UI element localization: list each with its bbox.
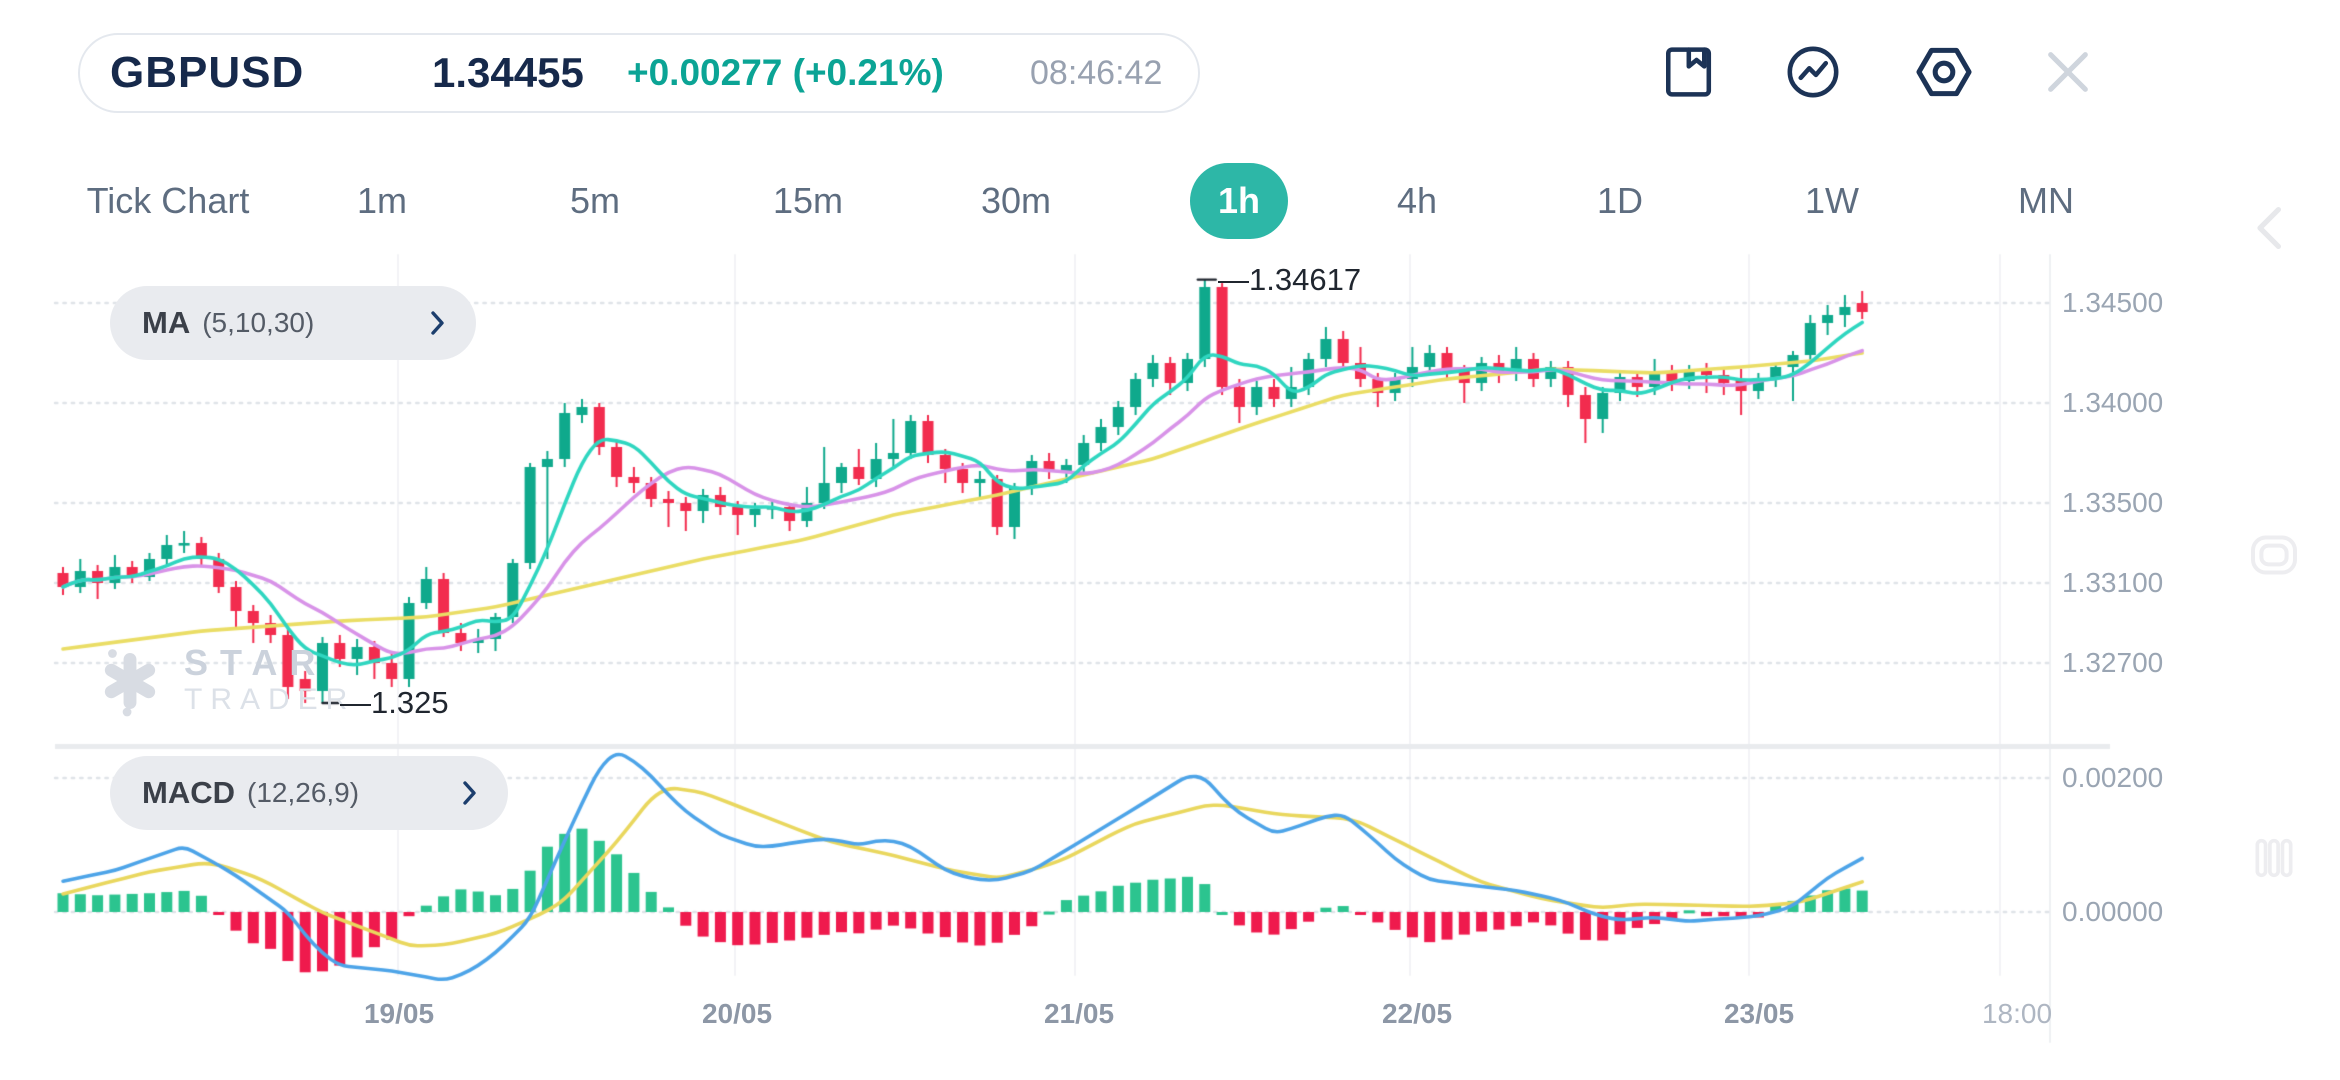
time-tick-label: 23/05: [1723, 998, 1795, 1029]
price-tick-label: 1.32700: [2062, 647, 2164, 678]
macd-label: MACD: [142, 775, 235, 810]
last-price: 1.34455: [432, 49, 584, 96]
ma-params: (5,10,30): [202, 307, 315, 338]
price-tick-label: 1.33500: [2062, 487, 2164, 518]
timeframe-tab-bar: Tick Chart 1m 5m 15m 30m 1h 4h 1D 1W MN: [0, 163, 2340, 239]
time-tick-label: 21/05: [1043, 998, 1115, 1029]
macd-tick-label: 0.00200: [2062, 762, 2164, 793]
tab-tick-chart[interactable]: Tick Chart: [86, 180, 250, 221]
price-tick-label: 1.33100: [2062, 567, 2164, 598]
time-tick-label: 18:00: [1981, 998, 2053, 1029]
macd-tick-label: 0.00000: [2062, 896, 2164, 927]
vertical-bars-icon[interactable]: [2248, 832, 2300, 884]
bookmark-icon[interactable]: [1656, 40, 1720, 104]
macd-params: (12,26,9): [247, 777, 360, 808]
tab-30m[interactable]: 30m: [980, 180, 1052, 221]
low-price-annotation: —1.325: [340, 685, 449, 720]
time-tick-label: 20/05: [701, 998, 773, 1029]
chevron-right-icon: [426, 308, 450, 338]
high-price-annotation: —1.34617: [1218, 262, 1362, 297]
time-tick-label: 22/05: [1381, 998, 1453, 1029]
ma-label: MA: [142, 305, 191, 340]
time-tick-label: 19/05: [363, 998, 435, 1029]
tab-1d[interactable]: 1D: [1596, 180, 1644, 221]
tab-1m[interactable]: 1m: [356, 180, 408, 221]
macd-indicator-pill[interactable]: MACD (12,26,9): [110, 756, 508, 830]
tab-4h[interactable]: 4h: [1396, 180, 1438, 221]
tab-1w[interactable]: 1W: [1805, 180, 1859, 221]
close-icon[interactable]: [2036, 40, 2100, 104]
indicator-line-icon[interactable]: [1781, 40, 1845, 104]
price-change: +0.00277 (+0.21%): [627, 52, 944, 93]
tab-1h[interactable]: 1h: [1189, 163, 1289, 239]
server-time: 08:46:42: [1030, 54, 1163, 92]
symbol-name: GBPUSD: [110, 48, 305, 97]
price-tick-label: 1.34000: [2062, 387, 2164, 418]
collapse-chevron-icon[interactable]: [2247, 202, 2299, 254]
quote-header: GBPUSD 1.34455 +0.00277 (+0.21%) 08:46:4…: [78, 33, 1200, 113]
frame-icon[interactable]: [2246, 527, 2302, 583]
chevron-right-icon: [458, 778, 482, 808]
price-tick-label: 1.34500: [2062, 287, 2164, 318]
tab-5m[interactable]: 5m: [569, 180, 621, 221]
settings-nut-icon[interactable]: [1912, 40, 1976, 104]
tab-15m[interactable]: 15m: [772, 180, 844, 221]
ma-indicator-pill[interactable]: MA (5,10,30): [110, 286, 476, 360]
tab-mn[interactable]: MN: [2018, 180, 2074, 221]
